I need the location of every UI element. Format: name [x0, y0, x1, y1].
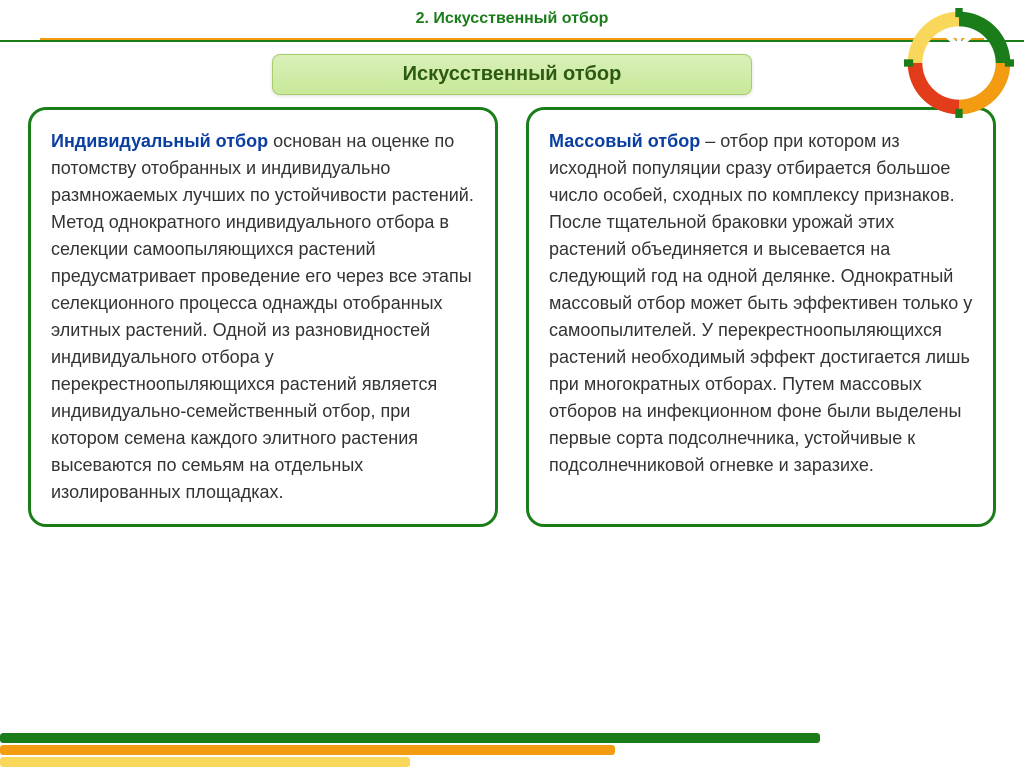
green-divider — [0, 40, 1024, 42]
content-columns: Индивидуальный отбор основан на оценке п… — [0, 107, 1024, 527]
footer-stripes — [0, 731, 820, 767]
left-card: Индивидуальный отбор основан на оценке п… — [28, 107, 498, 527]
stripe-orange — [0, 745, 615, 755]
section-number: 2. Искусственный отбор — [0, 10, 1024, 28]
right-term: Массовый отбор — [549, 131, 700, 151]
right-body: – отбор при котором из исходной популяци… — [549, 131, 972, 475]
slide-title: Искусственный отбор — [272, 54, 752, 95]
right-card: Массовый отбор – отбор при котором из ис… — [526, 107, 996, 527]
left-body: основан на оценке по потомству отобранны… — [51, 131, 474, 502]
left-card-text: Индивидуальный отбор основан на оценке п… — [51, 128, 475, 506]
left-term: Индивидуальный отбор — [51, 131, 268, 151]
right-card-text: Массовый отбор – отбор при котором из ис… — [549, 128, 973, 479]
stripe-yellow — [0, 757, 410, 767]
slide-header: 2. Искусственный отбор — [0, 0, 1024, 34]
stripe-green — [0, 733, 820, 743]
